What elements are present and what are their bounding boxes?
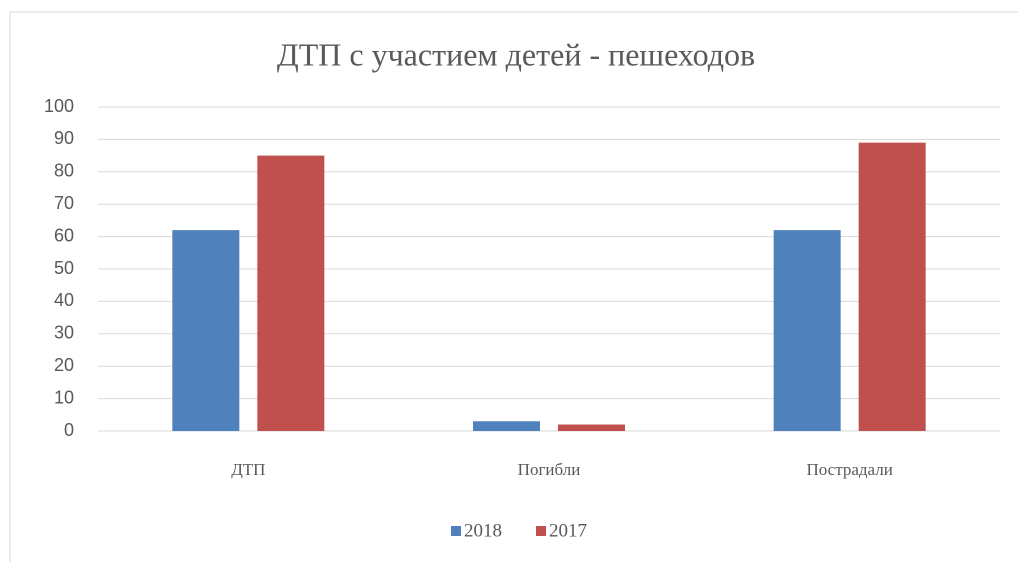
bar (858, 142, 926, 431)
legend-label: 2018 (464, 520, 502, 541)
x-tick-label: ДТП (231, 460, 265, 479)
y-tick-label: 0 (64, 420, 74, 440)
legend-label: 2017 (549, 520, 587, 541)
x-tick-label: Пострадали (806, 460, 892, 479)
y-tick-label: 70 (54, 193, 74, 213)
x-tick-label: Погибли (518, 460, 581, 479)
bar (172, 230, 240, 431)
y-tick-label: 10 (54, 387, 74, 407)
legend-swatch (536, 526, 546, 536)
chart-title: ДТП с участием детей - пешеходов (277, 36, 755, 72)
y-tick-label: 40 (54, 290, 74, 310)
y-tick-label: 20 (54, 355, 74, 375)
bar (558, 424, 625, 431)
y-tick-label: 50 (54, 258, 74, 278)
y-tick-label: 90 (54, 128, 74, 148)
y-tick-label: 80 (54, 161, 74, 181)
legend-swatch (451, 526, 461, 536)
bar (773, 230, 841, 431)
y-tick-label: 100 (44, 96, 74, 116)
y-tick-label: 60 (54, 225, 74, 245)
y-tick-label: 30 (54, 323, 74, 343)
bar (473, 421, 540, 431)
bar (257, 155, 325, 431)
